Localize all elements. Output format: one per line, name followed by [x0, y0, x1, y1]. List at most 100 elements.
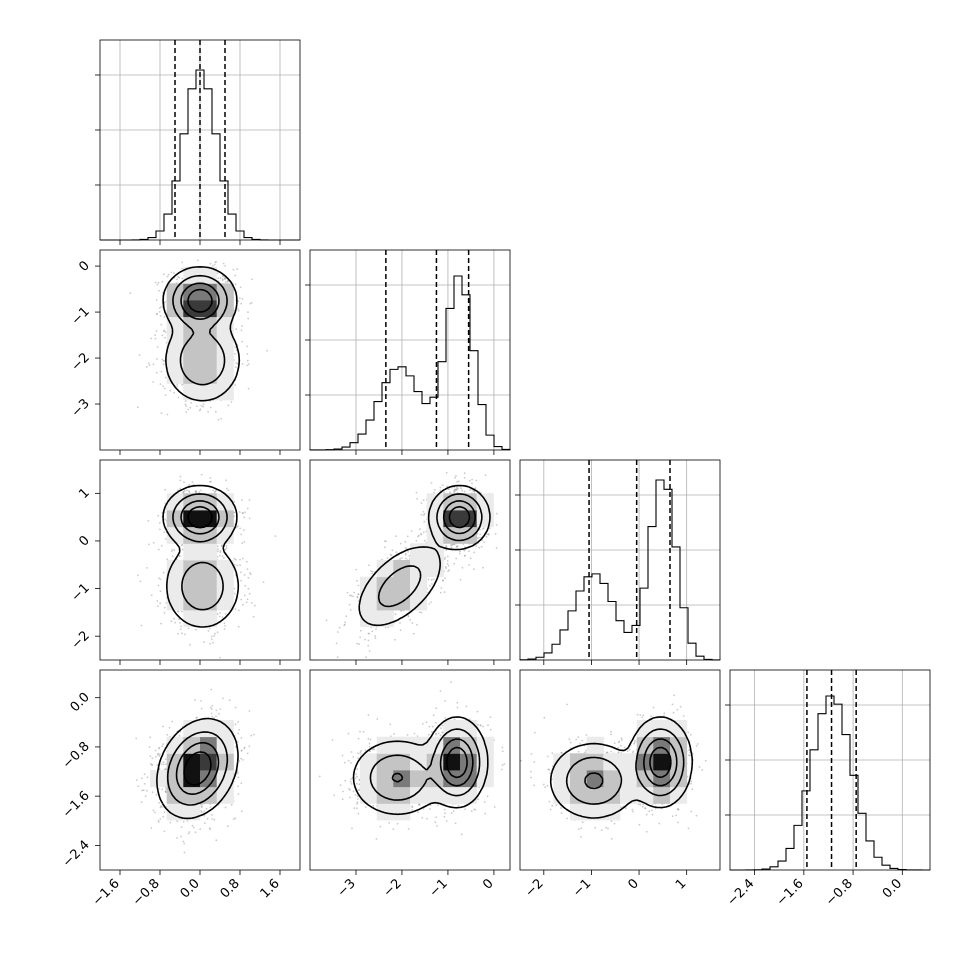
- scatter-point: [163, 360, 165, 362]
- scatter-point: [216, 556, 219, 558]
- scatter-point: [404, 554, 407, 556]
- scatter-point: [456, 545, 458, 548]
- scatter-point: [453, 562, 456, 565]
- scatter-point: [487, 533, 490, 536]
- scatter-point: [238, 729, 241, 731]
- scatter-point: [219, 612, 222, 614]
- scatter-point: [237, 308, 239, 310]
- density-content: [137, 473, 277, 659]
- scatter-point: [221, 278, 224, 281]
- scatter-point: [461, 566, 464, 569]
- scatter-point: [459, 550, 461, 553]
- scatter-point: [371, 572, 373, 575]
- scatter-point: [235, 526, 238, 529]
- scatter-point: [247, 317, 250, 320]
- scatter-point: [146, 567, 148, 569]
- scatter-point: [157, 548, 160, 551]
- scatter-point: [216, 272, 219, 275]
- scatter-point: [451, 543, 454, 546]
- scatter-point: [367, 639, 370, 642]
- scatter-point: [181, 277, 184, 280]
- scatter-point: [241, 542, 244, 545]
- scatter-point: [240, 533, 243, 536]
- scatter-point: [399, 629, 402, 632]
- scatter-point: [188, 491, 191, 494]
- scatter-point: [224, 625, 227, 627]
- scatter-point: [164, 488, 167, 491]
- density-cell: [200, 543, 218, 561]
- scatter-point: [147, 519, 150, 522]
- scatter-point: [222, 262, 225, 265]
- scatter-point: [181, 632, 183, 635]
- scatter-point: [189, 406, 192, 409]
- histogram-bars: [519, 479, 721, 661]
- plot-frame: [309, 459, 511, 661]
- histogram-panel-2: [305, 249, 511, 455]
- density-cell: [216, 510, 234, 528]
- scatter-point: [371, 630, 374, 633]
- scatter-point: [158, 289, 161, 292]
- scatter-point: [166, 558, 169, 560]
- scatter-point: [251, 278, 253, 281]
- scatter-point: [162, 763, 165, 766]
- scatter-point: [440, 587, 443, 589]
- scatter-point: [180, 835, 183, 838]
- density-cell: [360, 576, 378, 594]
- scatter-point: [447, 565, 450, 567]
- scatter-point: [164, 376, 167, 379]
- scatter-point: [357, 584, 360, 587]
- scatter-point: [157, 514, 160, 517]
- scatter-point: [140, 624, 143, 627]
- scatter-point: [222, 697, 224, 700]
- scatter-point: [450, 546, 453, 549]
- scatter-point: [404, 547, 407, 549]
- density-cell: [443, 510, 461, 528]
- scatter-point: [241, 512, 244, 514]
- scatter-point: [455, 546, 458, 548]
- scatter-point: [241, 557, 244, 560]
- scatter-point: [200, 404, 203, 407]
- contour-level-1: [162, 484, 240, 628]
- scatter-point: [158, 747, 160, 750]
- histogram-panel-1: [95, 39, 301, 245]
- scatter-point: [487, 533, 490, 535]
- scatter-point: [241, 325, 243, 327]
- scatter-point: [194, 628, 197, 631]
- scatter-point: [164, 331, 167, 333]
- density-cell: [393, 576, 411, 594]
- scatter-point: [177, 276, 180, 278]
- scatter-point: [213, 634, 216, 637]
- scatter-point: [200, 805, 203, 807]
- scatter-point: [439, 489, 442, 492]
- scatter-point: [478, 537, 480, 539]
- density-cell: [360, 610, 378, 628]
- scatter-point: [160, 323, 163, 326]
- scatter-point: [420, 533, 422, 535]
- scatter-point: [439, 486, 442, 489]
- scatter-point: [159, 315, 162, 317]
- density-cell: [360, 593, 378, 611]
- scatter-point: [159, 602, 162, 605]
- scatter-point: [469, 557, 472, 560]
- scatter-point: [216, 545, 219, 547]
- scatter-point: [210, 635, 213, 638]
- scatter-point: [176, 820, 179, 822]
- scatter-point: [454, 476, 457, 479]
- density-cell: [166, 350, 184, 368]
- scatter-point: [445, 544, 448, 547]
- contour-level-4: [187, 505, 213, 529]
- scatter-point: [445, 546, 448, 548]
- scatter-point: [163, 531, 166, 533]
- scatter-point: [455, 474, 457, 477]
- scatter-point: [164, 538, 167, 540]
- histogram-panel-4: [725, 669, 931, 875]
- scatter-point: [479, 528, 481, 531]
- scatter-point: [218, 712, 220, 715]
- plot-frame: [519, 459, 721, 661]
- density-cell: [476, 510, 494, 528]
- contour-level-2: [172, 274, 228, 386]
- density-panel-3-1: [95, 459, 301, 665]
- scatter-point: [170, 550, 173, 553]
- scatter-point: [160, 622, 163, 625]
- scatter-point: [209, 706, 212, 709]
